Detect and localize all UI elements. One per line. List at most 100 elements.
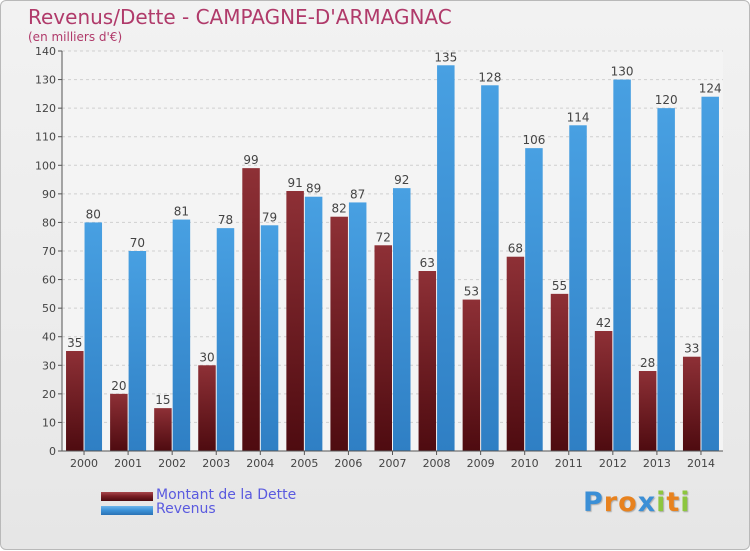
logo-letter: o xyxy=(618,487,638,518)
data-label-revenus: 87 xyxy=(350,187,365,201)
bar-dette xyxy=(638,371,657,451)
bar-revenus xyxy=(481,85,499,452)
data-label-dette: 53 xyxy=(464,285,479,299)
grid-lines xyxy=(62,50,723,452)
data-label-revenus: 130 xyxy=(611,65,634,79)
x-tick-label: 2013 xyxy=(643,457,671,470)
data-label-revenus: 120 xyxy=(655,93,678,107)
y-tick-label: 40 xyxy=(42,331,56,344)
data-label-dette: 15 xyxy=(155,393,170,407)
data-label-dette: 28 xyxy=(640,356,655,370)
data-label-revenus: 128 xyxy=(478,70,501,84)
data-label-dette: 68 xyxy=(508,242,523,256)
logo-letter: P xyxy=(583,487,604,518)
y-tick-label: 110 xyxy=(35,131,56,144)
data-label-revenus: 92 xyxy=(394,173,409,187)
y-tick-label: 80 xyxy=(42,216,56,229)
y-tick-label: 100 xyxy=(35,159,56,172)
x-tick-label: 2001 xyxy=(114,457,142,470)
proxiti-logo: Proxiti xyxy=(583,487,691,518)
y-axis: 0 10 20 30 40 50 60 70 80 90 100 110 120 130 140 xyxy=(35,45,63,458)
x-tick-label: 2006 xyxy=(334,457,362,470)
data-label-dette: 72 xyxy=(376,230,391,244)
bar-revenus xyxy=(393,188,411,451)
bar-dette xyxy=(154,408,172,451)
data-label-dette: 91 xyxy=(287,176,302,190)
data-label-revenus: 135 xyxy=(434,50,457,64)
legend-swatch-revenus xyxy=(101,506,153,515)
chart-subtitle: (en milliers d'€) xyxy=(28,30,123,44)
data-label-revenus: 70 xyxy=(130,236,145,250)
x-tick-label: 2014 xyxy=(687,457,715,470)
chart-title: Revenus/Dette - CAMPAGNE-D'ARMAGNAC xyxy=(28,5,452,29)
data-label-revenus: 124 xyxy=(699,82,722,96)
y-tick-label: 20 xyxy=(42,388,56,401)
data-label-dette: 63 xyxy=(420,256,435,270)
x-tick-label: 2005 xyxy=(290,457,318,470)
data-label-dette: 30 xyxy=(199,350,214,364)
bar-revenus xyxy=(216,228,235,451)
bar-revenus xyxy=(437,65,455,452)
bar-dette xyxy=(418,271,437,451)
bar-revenus xyxy=(260,225,279,451)
x-tick-label: 2007 xyxy=(379,457,407,470)
bar-dette xyxy=(462,299,481,451)
logo-letter: i xyxy=(680,487,691,518)
data-label-dette: 20 xyxy=(111,379,126,393)
bar-revenus xyxy=(128,251,147,451)
data-label-dette: 82 xyxy=(332,202,347,216)
x-tick-label: 2008 xyxy=(423,457,451,470)
legend-label-dette: Montant de la Dette xyxy=(156,487,297,503)
bar-revenus xyxy=(701,96,719,451)
bars xyxy=(66,65,719,452)
legend-swatch-dette xyxy=(101,492,153,501)
data-label-revenus: 114 xyxy=(567,110,590,124)
x-axis: 2000 2001 2002 2003 2004 2005 2006 2007 2008 2009… xyxy=(62,450,723,470)
y-tick-label: 140 xyxy=(35,45,56,58)
data-label-revenus: 80 xyxy=(86,207,101,221)
bar-dette xyxy=(594,331,613,451)
logo-letter: x xyxy=(637,487,657,518)
bar-revenus xyxy=(348,202,367,451)
logo-letter: r xyxy=(603,487,619,518)
data-label-dette: 42 xyxy=(596,316,611,330)
bar-revenus xyxy=(569,125,587,452)
data-label-revenus: 89 xyxy=(306,182,321,196)
bar-dette xyxy=(550,293,569,451)
x-tick-label: 2010 xyxy=(511,457,539,470)
bar-revenus xyxy=(613,79,631,452)
bar-dette xyxy=(682,356,701,451)
x-tick-label: 2009 xyxy=(467,457,495,470)
bar-revenus xyxy=(525,148,543,451)
data-label-revenus: 79 xyxy=(262,210,277,224)
y-tick-label: 50 xyxy=(42,302,56,315)
bar-dette xyxy=(506,256,525,451)
x-tick-label: 2012 xyxy=(599,457,627,470)
bar-revenus xyxy=(172,219,191,451)
data-label-revenus: 78 xyxy=(218,213,233,227)
legend-label-revenus: Revenus xyxy=(156,501,216,517)
data-label-revenus: 106 xyxy=(522,133,545,147)
bar-revenus xyxy=(657,108,675,452)
bar-dette xyxy=(330,216,348,451)
bar-dette xyxy=(110,393,128,451)
data-label-dette: 35 xyxy=(67,336,82,350)
y-tick-label: 60 xyxy=(42,274,56,287)
y-tick-label: 120 xyxy=(35,102,56,115)
data-label-dette: 33 xyxy=(684,342,699,356)
bar-dette xyxy=(66,351,84,451)
bar-revenus xyxy=(84,222,103,451)
bar-dette xyxy=(242,168,260,451)
bar-dette xyxy=(286,191,304,451)
data-label-revenus: 81 xyxy=(174,205,189,219)
y-tick-label: 90 xyxy=(42,188,56,201)
x-tick-label: 2004 xyxy=(246,457,274,470)
x-tick-label: 2000 xyxy=(70,457,98,470)
y-tick-label: 70 xyxy=(42,245,56,258)
bar-dette xyxy=(374,245,392,451)
logo-letter: t xyxy=(666,487,681,518)
logo-letter: i xyxy=(656,487,667,518)
